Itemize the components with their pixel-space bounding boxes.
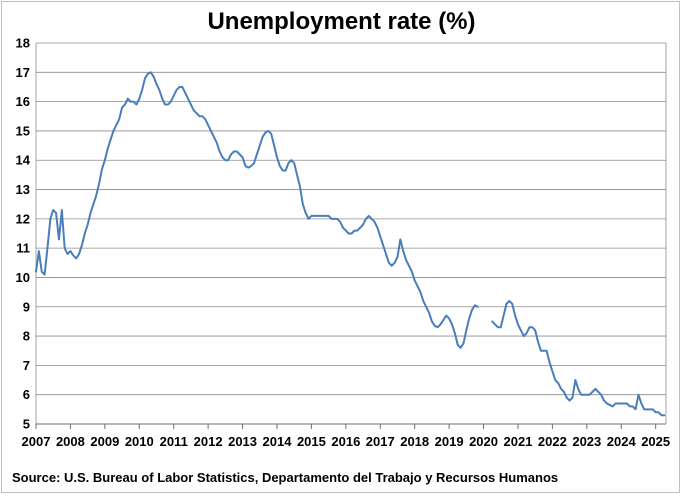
x-tick-label: 2009	[90, 434, 119, 449]
y-tick-label: 11	[16, 241, 30, 256]
x-tick-label: 2019	[435, 434, 464, 449]
x-tick-label: 2024	[607, 434, 637, 449]
y-tick-label: 6	[23, 387, 30, 402]
x-tick-label: 2021	[504, 434, 533, 449]
y-tick-label: 13	[16, 182, 30, 197]
x-tick-label: 2011	[160, 434, 188, 449]
y-axis: 5 6 7 8 9 10 11 12 13 14 15 16 17 18	[16, 36, 37, 432]
y-tick-label: 16	[16, 94, 30, 109]
y-tick-label: 5	[23, 417, 30, 432]
x-tick-label: 2016	[331, 434, 360, 449]
x-tick-label: 2014	[263, 434, 293, 449]
x-tick-label: 2013	[228, 434, 257, 449]
y-tick-label: 10	[16, 270, 30, 285]
x-tick-label: 2008	[56, 434, 85, 449]
y-tick-label: 8	[23, 329, 30, 344]
source-note: Source: U.S. Bureau of Labor Statistics,…	[12, 470, 559, 485]
y-tick-label: 7	[23, 358, 30, 373]
x-tick-label: 2020	[469, 434, 498, 449]
x-tick-label: 2022	[538, 434, 567, 449]
x-tick-label: 2012	[194, 434, 223, 449]
x-tick-label: 2017	[366, 434, 395, 449]
y-tick-label: 14	[16, 153, 31, 168]
series-line-segment-1	[35, 71, 479, 349]
y-tick-label: 17	[16, 65, 30, 80]
x-tick-label: 2023	[572, 434, 601, 449]
x-axis: 2007 2008 2009 2010 2011 2012 2013 2014 2015 2016…	[22, 423, 670, 449]
y-tick-label: 15	[16, 123, 30, 138]
series-line-segment-2	[491, 299, 666, 417]
y-tick-label: 9	[23, 299, 30, 314]
series-lines	[35, 71, 666, 417]
x-tick-label: 2025	[641, 434, 670, 449]
x-tick-label: 2015	[297, 434, 326, 449]
chart-title: Unemployment rate (%)	[207, 8, 476, 35]
y-tick-label: 18	[16, 36, 30, 51]
y-tick-label: 12	[16, 211, 30, 226]
x-tick-label: 2007	[22, 434, 51, 449]
gridlines	[36, 42, 667, 425]
x-tick-label: 2010	[125, 434, 154, 449]
x-tick-label: 2018	[400, 434, 429, 449]
